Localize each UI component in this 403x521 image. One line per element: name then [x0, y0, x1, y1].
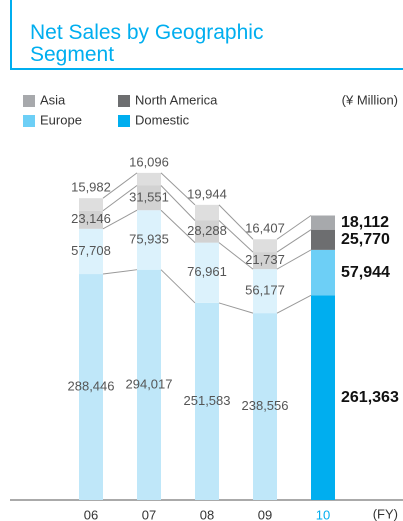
bar-segment — [253, 239, 277, 253]
connector-line — [218, 220, 254, 253]
x-tick-label: 09 — [258, 507, 272, 521]
connector-line — [102, 269, 138, 275]
bar-segment — [79, 198, 103, 211]
value-label: 23,146 — [71, 211, 111, 226]
connector-line — [276, 249, 312, 270]
connector-line — [102, 185, 138, 212]
legend-swatch — [118, 95, 130, 107]
bar-segment — [195, 220, 219, 243]
value-label: 294,017 — [126, 376, 173, 391]
value-label: 15,982 — [71, 180, 111, 195]
bar-segment — [137, 172, 161, 186]
bar-segment — [253, 313, 277, 500]
value-label: 76,961 — [187, 264, 227, 279]
legend-label: Asia — [40, 92, 66, 107]
bar-segment — [137, 185, 161, 211]
bar-segment — [311, 215, 335, 230]
bar-segment — [137, 210, 161, 270]
connector-line — [160, 209, 196, 244]
connector-line — [160, 185, 196, 221]
x-tick-label: 06 — [84, 507, 98, 521]
bar-segment — [311, 295, 335, 500]
value-label: 57,708 — [71, 243, 111, 258]
value-label: 57,944 — [341, 264, 390, 281]
legend-label: Domestic — [135, 112, 190, 127]
bar-segment — [79, 210, 103, 229]
value-label: 251,583 — [184, 393, 231, 408]
legend-swatch — [118, 115, 130, 127]
connector-line — [276, 215, 312, 240]
value-label: 238,556 — [242, 398, 289, 413]
chart-title: Net Sales by Geographic Segment — [30, 21, 264, 66]
value-label: 288,446 — [68, 378, 115, 393]
bar-segment — [137, 269, 161, 500]
connector-line — [218, 204, 254, 240]
bar-segment — [311, 249, 335, 296]
bar-segment — [195, 204, 219, 221]
connector-line — [276, 294, 312, 314]
connector-line — [102, 209, 138, 230]
bar-segment — [195, 302, 219, 500]
value-label: 75,935 — [129, 231, 169, 246]
unit-label: (¥ Million) — [342, 92, 398, 107]
title-box: Net Sales by Geographic Segment — [10, 0, 403, 70]
x-tick-label: 08 — [200, 507, 214, 521]
connector-line — [218, 242, 254, 270]
value-label: 25,770 — [341, 231, 390, 248]
value-label: 21,737 — [245, 252, 285, 267]
bar-segment — [79, 228, 103, 275]
connector-line — [160, 172, 196, 206]
value-label: 19,944 — [187, 186, 227, 201]
bar-segment — [253, 252, 277, 270]
value-label: 16,407 — [245, 221, 285, 236]
value-label: 261,363 — [341, 389, 399, 406]
legend-label: Europe — [40, 112, 82, 127]
connector-line — [276, 229, 312, 253]
bar-segment — [311, 229, 335, 250]
bar-segment — [253, 269, 277, 314]
bar-segment — [79, 274, 103, 500]
x-tick-label: 07 — [142, 507, 156, 521]
connector-line — [102, 172, 138, 199]
value-label: 16,096 — [129, 154, 169, 169]
connector-line — [160, 269, 196, 304]
x-axis-label: (FY) — [373, 506, 398, 521]
value-label: 31,551 — [129, 189, 169, 204]
bar-segment — [195, 242, 219, 303]
x-tick-label: 10 — [316, 507, 330, 521]
legend-swatch — [23, 115, 35, 127]
value-label: 28,288 — [187, 223, 227, 238]
legend-label: North America — [135, 92, 218, 107]
legend-swatch — [23, 95, 35, 107]
connector-line — [218, 302, 254, 314]
value-label: 56,177 — [245, 283, 285, 298]
value-label: 18,112 — [341, 214, 389, 231]
